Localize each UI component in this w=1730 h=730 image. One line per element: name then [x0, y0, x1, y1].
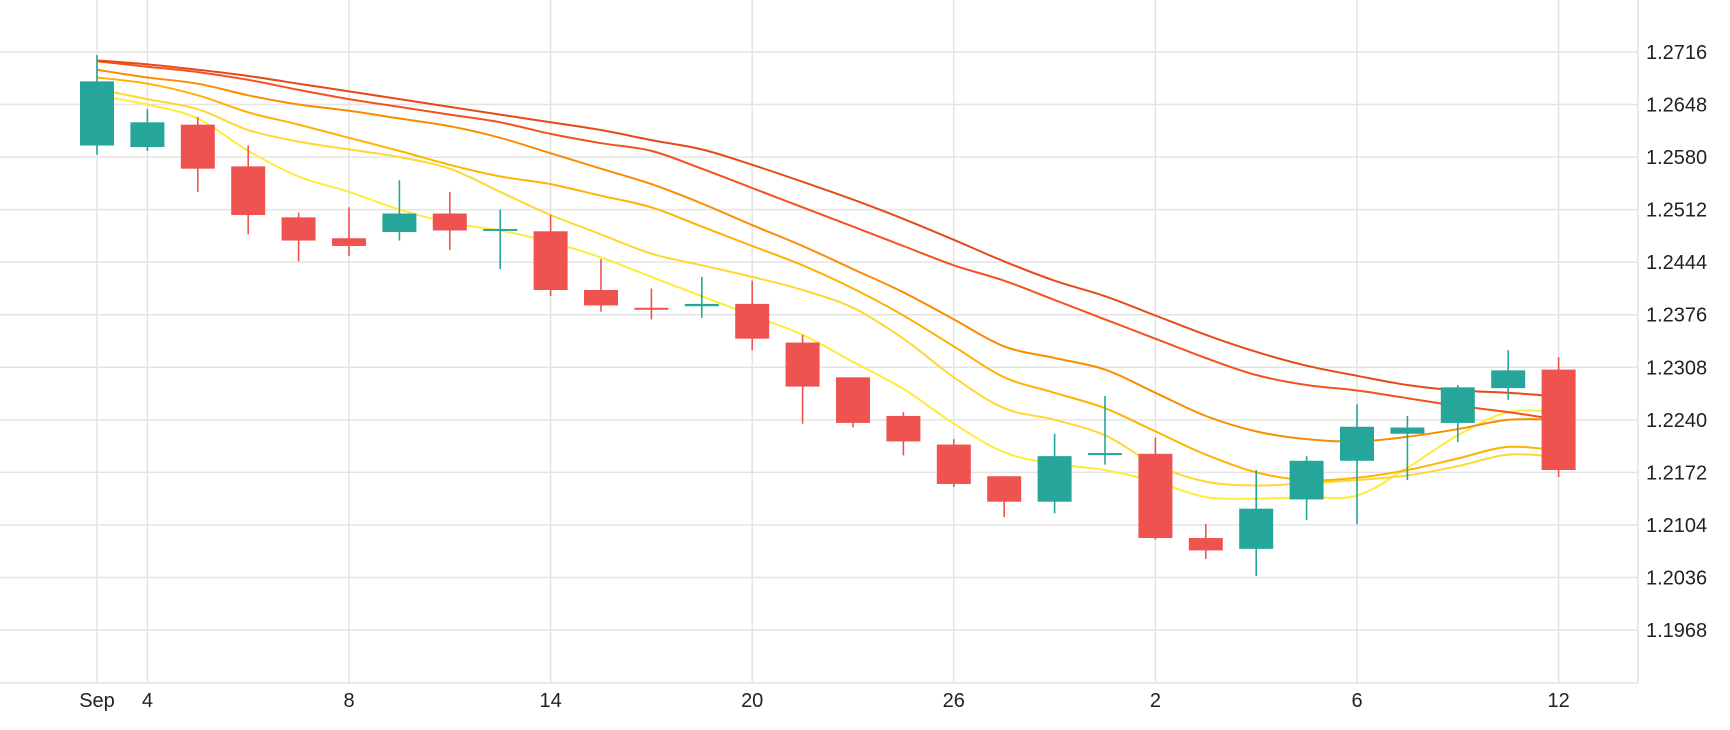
- candle: [886, 412, 921, 456]
- x-tick-label: 4: [142, 690, 153, 712]
- candle-body: [1239, 508, 1274, 549]
- candle: [1491, 350, 1526, 400]
- candle: [987, 476, 1022, 518]
- candle-body: [1440, 387, 1475, 423]
- y-tick-label: 1.2036: [1646, 567, 1707, 589]
- y-tick-label: 1.2648: [1646, 95, 1707, 117]
- candle: [80, 55, 114, 155]
- candle-body: [886, 415, 921, 442]
- candle-body: [483, 228, 518, 231]
- ma-line-6: [96, 59, 1559, 398]
- candle: [1289, 456, 1324, 521]
- y-tick-label: 1.2240: [1646, 410, 1707, 432]
- candle-body: [382, 213, 417, 233]
- candle-body: [634, 307, 669, 310]
- y-tick-label: 1.2104: [1646, 515, 1707, 537]
- ma-line-2: [96, 88, 1559, 487]
- candle: [1239, 470, 1274, 576]
- candle: [281, 212, 316, 262]
- candle-body: [1340, 426, 1374, 461]
- x-tick-label: 2: [1150, 690, 1161, 712]
- ma-line-5: [96, 60, 1559, 421]
- candle: [1138, 437, 1173, 540]
- candle-body: [432, 213, 467, 231]
- candle-body: [1188, 538, 1223, 551]
- candle: [936, 439, 971, 488]
- candle-body: [130, 122, 165, 148]
- x-tick-label: 14: [539, 690, 561, 712]
- candle: [836, 377, 870, 428]
- candle-body: [533, 231, 568, 290]
- candle-body: [836, 377, 870, 423]
- candle: [130, 109, 165, 151]
- candle-body: [785, 342, 820, 387]
- moving-average-lines: [96, 59, 1559, 500]
- candle-body: [1088, 453, 1122, 456]
- candle: [382, 180, 417, 241]
- candle-body: [735, 303, 770, 339]
- candle-body: [1541, 369, 1576, 471]
- ma-line-4: [96, 68, 1559, 443]
- y-tick-label: 1.2376: [1646, 305, 1707, 327]
- y-tick-label: 1.1968: [1646, 620, 1707, 642]
- candle: [483, 209, 518, 270]
- x-tick-label: 20: [741, 690, 763, 712]
- candle: [533, 215, 568, 297]
- candle: [231, 145, 266, 235]
- candle-body: [180, 124, 215, 169]
- candle-body: [281, 217, 316, 241]
- y-tick-label: 1.2580: [1646, 147, 1707, 169]
- x-tick-label: 6: [1351, 690, 1362, 712]
- candle: [1340, 404, 1374, 525]
- candle: [1188, 524, 1223, 559]
- candle-body: [1390, 427, 1425, 434]
- candle: [1440, 385, 1475, 443]
- y-tick-label: 1.2308: [1646, 357, 1707, 379]
- candle: [1088, 395, 1122, 465]
- y-tick-label: 1.2512: [1646, 200, 1707, 222]
- candle: [1390, 415, 1425, 481]
- x-tick-label: 26: [943, 690, 965, 712]
- candle: [785, 334, 820, 424]
- candle-body: [584, 290, 618, 306]
- candle: [432, 191, 467, 250]
- candle: [735, 280, 770, 351]
- x-axis-labels: Sep 4 8 14 20 26 2 6 12: [79, 690, 1570, 712]
- candle: [684, 276, 719, 318]
- y-tick-label: 1.2716: [1646, 42, 1707, 64]
- candle: [180, 116, 215, 192]
- y-tick-label: 1.2444: [1646, 252, 1707, 274]
- candle: [1541, 357, 1576, 477]
- y-axis-labels: 1.2716 1.2648 1.2580 1.2512 1.2444 1.2376 1.23…: [1646, 42, 1707, 642]
- candle-body: [80, 81, 114, 146]
- candle-body: [1037, 456, 1072, 502]
- candle-body: [1138, 453, 1173, 539]
- x-tick-label: Sep: [79, 690, 115, 712]
- candle-body: [332, 238, 366, 246]
- candle-body: [1289, 460, 1324, 500]
- horizontal-grid: [0, 51, 1638, 631]
- candle: [1037, 433, 1072, 514]
- x-tick-label: 12: [1547, 690, 1569, 712]
- vertical-grid: [96, 0, 1560, 683]
- candle: [584, 259, 618, 312]
- candle-body: [987, 476, 1022, 502]
- x-tick-label: 8: [343, 690, 354, 712]
- y-tick-label: 1.2172: [1646, 462, 1707, 484]
- candles: [80, 55, 1576, 576]
- candle: [634, 288, 669, 320]
- candle-body: [231, 166, 266, 216]
- candle-body: [936, 444, 971, 484]
- candle: [332, 207, 366, 256]
- candle-body: [684, 303, 719, 307]
- candle-body: [1491, 370, 1526, 389]
